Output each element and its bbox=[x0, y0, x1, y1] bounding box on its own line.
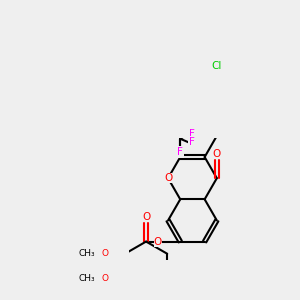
Text: F: F bbox=[189, 129, 195, 139]
Text: O: O bbox=[102, 249, 109, 258]
Text: O: O bbox=[213, 149, 221, 159]
Text: O: O bbox=[164, 173, 172, 183]
Text: O: O bbox=[154, 237, 162, 247]
Text: F: F bbox=[177, 147, 183, 157]
Text: CH₃: CH₃ bbox=[79, 274, 95, 283]
Text: Cl: Cl bbox=[212, 61, 222, 71]
Text: CH₃: CH₃ bbox=[79, 249, 95, 258]
Text: F: F bbox=[189, 137, 195, 147]
Text: O: O bbox=[142, 212, 150, 222]
Text: O: O bbox=[102, 274, 109, 283]
